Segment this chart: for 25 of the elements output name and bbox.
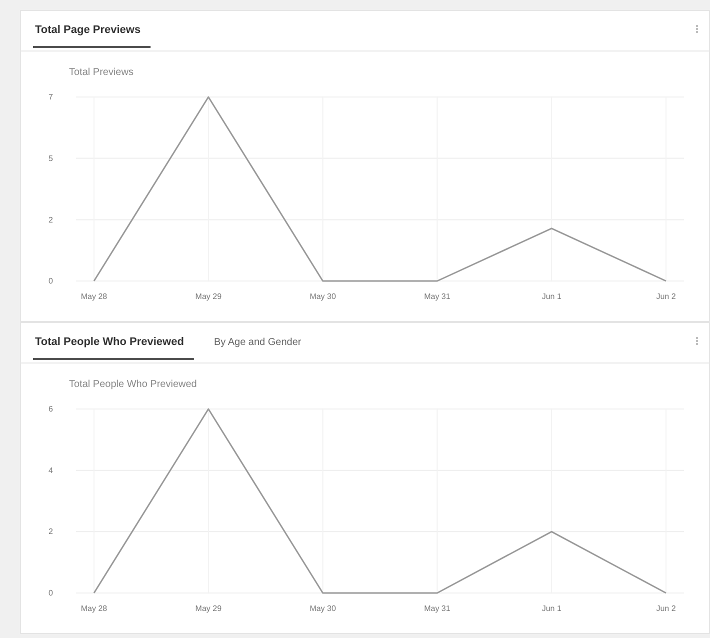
y-tick-label: 0	[48, 588, 54, 598]
chart-subtitle: Total Previews	[69, 67, 134, 78]
x-tick-label: May 28	[80, 292, 108, 302]
y-tick-label: 2	[48, 215, 54, 224]
y-tick-label: 6	[48, 404, 54, 414]
y-tick-label: 5	[48, 154, 54, 163]
x-tick-label: May 30	[310, 604, 336, 614]
x-tick-label: May 31	[424, 604, 451, 614]
text: By Age and Gender	[214, 337, 302, 348]
x-tick-label: Jun 2	[656, 604, 676, 614]
x-tick-label: May 30	[310, 292, 336, 302]
y-tick-label: 0	[48, 276, 54, 286]
x-tick-label: Jun 1	[542, 604, 562, 614]
x-tick-label: May 28	[80, 604, 108, 614]
x-tick-label: May 29	[195, 292, 222, 302]
y-tick-label: 4	[48, 466, 54, 475]
x-tick-label: May 31	[424, 292, 451, 302]
chart-title: Total People Who Previewed	[35, 336, 184, 348]
chart-title: Total Page Previews	[35, 24, 141, 36]
chart-subtitle: Total People Who Previewed	[69, 379, 197, 390]
x-tick-label: Jun 2	[656, 292, 676, 302]
y-tick-label: 2	[48, 527, 54, 536]
x-tick-label: May 29	[195, 604, 222, 614]
x-tick-label: Jun 1	[542, 292, 562, 302]
y-tick-label: 7	[48, 92, 54, 102]
